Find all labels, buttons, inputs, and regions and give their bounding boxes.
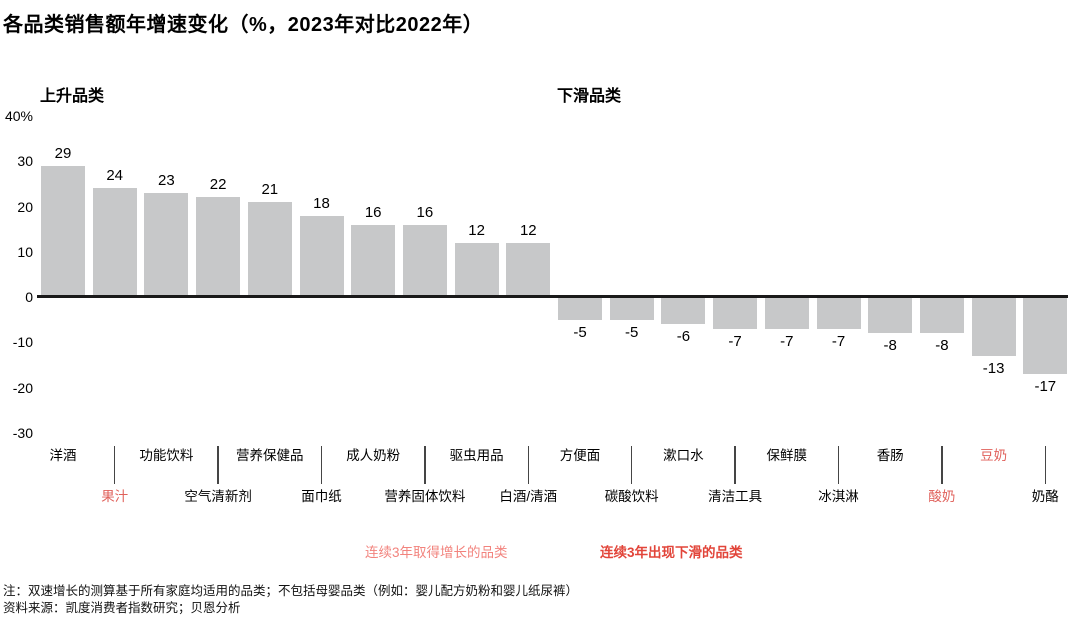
- bar: [713, 297, 758, 329]
- category-leader-line: [320, 446, 323, 484]
- bar: [41, 165, 85, 297]
- category-label: 漱口水: [663, 448, 704, 463]
- category-label: 保鲜膜: [766, 448, 808, 463]
- category-label: 驱虫用品: [449, 448, 504, 463]
- bar: [661, 297, 706, 325]
- bar: [247, 201, 292, 297]
- y-axis-tick-label: -10: [12, 334, 33, 351]
- bar-value-label: -8: [935, 337, 949, 355]
- bar: [144, 192, 189, 297]
- category-leader-line: [734, 446, 736, 484]
- y-axis-tick-label: 0: [25, 289, 33, 305]
- bar-value-label: -17: [1034, 377, 1057, 395]
- y-axis-tick-label: 20: [17, 198, 33, 215]
- bar-value-label: -7: [831, 332, 846, 350]
- category-label: 面巾纸: [301, 489, 342, 504]
- category-label: 酸奶: [928, 489, 956, 504]
- y-axis-tick-label: 10: [17, 243, 33, 260]
- bar-value-label: 18: [313, 194, 330, 212]
- bar: [764, 297, 809, 329]
- bar-value-label: 12: [468, 221, 485, 239]
- bar-value-label: 12: [519, 221, 537, 239]
- category-label: 香肠: [876, 448, 904, 463]
- footnote-note: 注：双速增长的测算基于所有家庭均适用的品类；不包括母婴品类（例如：婴儿配方奶粉和…: [3, 584, 579, 598]
- bar: [506, 242, 551, 297]
- category-label: 营养固体饮料: [384, 489, 466, 504]
- category-label: 清洁工具: [708, 489, 763, 504]
- bar: [454, 242, 499, 297]
- bar: [402, 224, 447, 297]
- category-label: 洋酒: [49, 448, 77, 463]
- bar-value-label: -7: [728, 332, 742, 350]
- footnote-source: 资料来源：凯度消费者指数研究；贝恩分析: [3, 601, 241, 615]
- bar-value-label: -8: [883, 337, 897, 355]
- category-label: 果汁: [101, 489, 129, 504]
- bar: [919, 297, 964, 334]
- bar: [196, 197, 241, 297]
- bar: [609, 297, 654, 320]
- bar: [558, 297, 602, 320]
- y-axis-tick-label: -20: [12, 379, 33, 396]
- bar-value-label: -5: [625, 323, 639, 341]
- category-label: 方便面: [559, 448, 601, 463]
- category-label: 碳酸饮料: [604, 489, 659, 504]
- category-label: 白酒/清酒: [499, 489, 558, 504]
- category-leader-line: [1044, 446, 1047, 484]
- section-label-rising: 上升品类: [40, 88, 105, 105]
- bar: [351, 224, 396, 297]
- category-leader-line: [113, 446, 116, 484]
- category-leader-line: [527, 446, 530, 484]
- category-label: 营养保健品: [236, 448, 304, 463]
- chart-title: 各品类销售额年增速变化（%，2023年对比2022年）: [3, 14, 484, 36]
- section-label-declining: 下滑品类: [557, 88, 622, 105]
- category-leader-line: [941, 446, 943, 484]
- bar-value-label: 22: [209, 176, 227, 194]
- category-leader-line: [630, 446, 633, 484]
- category-leader-line: [837, 446, 840, 484]
- legend-rising-label: 连续3年取得增长的品类: [365, 545, 508, 560]
- bar-value-label: -13: [982, 359, 1005, 377]
- bar: [868, 297, 913, 334]
- category-label: 豆奶: [980, 448, 1008, 463]
- category-label: 奶酪: [1031, 489, 1059, 504]
- y-axis-tick-label: 40%: [4, 108, 33, 124]
- bar: [816, 297, 861, 329]
- bar: [1023, 297, 1068, 374]
- bar-value-label: 21: [261, 180, 279, 198]
- bar-value-label: 29: [54, 144, 72, 162]
- bar-value-label: 24: [106, 167, 124, 185]
- bar: [971, 297, 1016, 356]
- bar: [92, 188, 137, 297]
- bar-value-label: -7: [780, 332, 794, 350]
- bar-value-label: 16: [364, 203, 382, 221]
- bar: [299, 215, 344, 297]
- y-axis-tick-label: -30: [12, 424, 33, 441]
- category-label: 空气清新剂: [184, 489, 252, 504]
- y-axis-tick-label: 30: [17, 153, 33, 170]
- category-label: 成人奶粉: [346, 448, 401, 463]
- category-label: 功能饮料: [139, 448, 194, 463]
- legend-declining-label: 连续3年出现下滑的品类: [600, 545, 743, 560]
- category-leader-line: [424, 446, 426, 484]
- bar-value-label: 16: [416, 203, 434, 221]
- category-leader-line: [217, 446, 219, 484]
- category-label: 冰淇淋: [818, 489, 859, 504]
- bar-value-label: 23: [158, 171, 175, 189]
- bar-value-label: -5: [573, 323, 587, 341]
- zero-axis-line: [37, 295, 1068, 298]
- bar-value-label: -6: [676, 328, 691, 346]
